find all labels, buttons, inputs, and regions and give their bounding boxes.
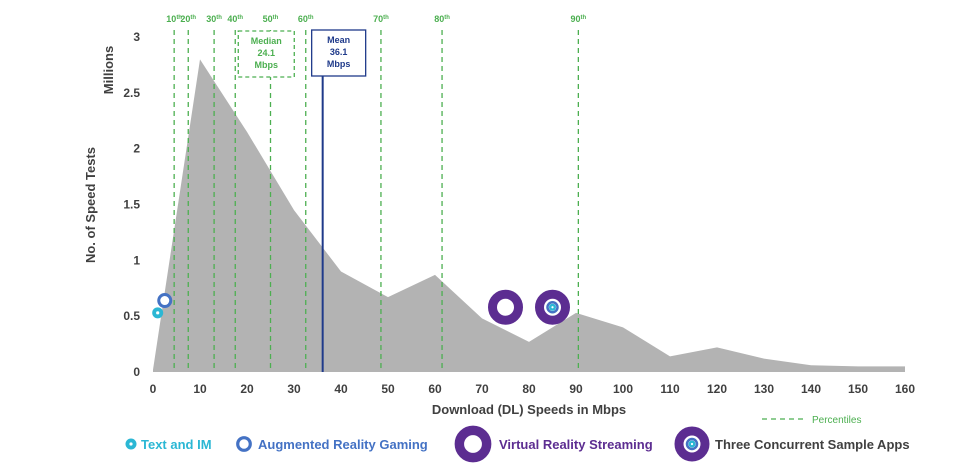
vr-streaming-marker [488,289,523,325]
x-tick-label: 130 [754,382,774,396]
percentile-label: 80th [434,14,450,24]
y-axis-title: No. of Speed Tests [83,147,98,263]
percentile-label: 20th [180,14,196,24]
text-im-marker-center [156,311,160,315]
mean-box [311,29,367,77]
mean-label: Mean [327,35,350,45]
y-tick-label: 0.5 [123,309,140,323]
mean-label: Mbps [327,59,351,69]
x-tick-label: 160 [895,382,915,396]
percentile-label: 10th [166,14,182,24]
x-tick-label: 10 [193,382,207,396]
x-tick-label: 90 [569,382,583,396]
y-tick-label: 2.5 [123,86,140,100]
x-tick-label: 50 [381,382,395,396]
median-label: Mbps [255,60,279,70]
legend-label: Text and IM [141,437,212,452]
concurrent-apps-center [690,442,694,446]
percentile-label: 40th [227,14,243,24]
median-box [237,30,295,78]
median-label: 24.1 [258,48,276,58]
x-tick-label: 100 [613,382,633,396]
percentile-label: 90th [571,14,587,24]
x-tick-label: 20 [240,382,254,396]
y-tick-label: 1 [133,253,140,267]
legend-label: Three Concurrent Sample Apps [715,437,910,452]
text-im-marker-center [129,442,133,446]
y-tick-label: 1.5 [123,198,140,212]
x-tick-label: 80 [522,382,536,396]
y-axis-unit: Millions [101,46,116,94]
percentile-label: 50th [263,14,279,24]
x-tick-label: 30 [287,382,301,396]
vr-streaming-marker [454,425,492,463]
median-label: Median [251,36,282,46]
x-tick-label: 0 [150,382,157,396]
legend-label: Augmented Reality Gaming [258,437,428,452]
percentile-legend-label: Percentiles [812,415,861,426]
y-tick-label: 0 [133,365,140,379]
percentile-label: 70th [373,14,389,24]
area-series [153,59,905,372]
ar-gaming-marker [157,293,173,309]
y-tick-label: 2 [133,142,140,156]
x-tick-label: 60 [428,382,442,396]
x-tick-label: 120 [707,382,727,396]
percentile-label: 30th [206,14,222,24]
x-tick-label: 40 [334,382,348,396]
x-tick-label: 150 [848,382,868,396]
x-tick-label: 70 [475,382,489,396]
x-axis-title: Download (DL) Speeds in Mbps [432,402,626,417]
x-tick-label: 140 [801,382,821,396]
x-tick-label: 110 [660,382,680,396]
concurrent-apps-center [551,306,554,309]
percentile-label: 60th [298,14,314,24]
mean-label: 36.1 [330,47,348,57]
ar-gaming-marker [236,436,252,452]
legend-label: Virtual Reality Streaming [499,437,653,452]
y-tick-label: 3 [133,30,140,44]
